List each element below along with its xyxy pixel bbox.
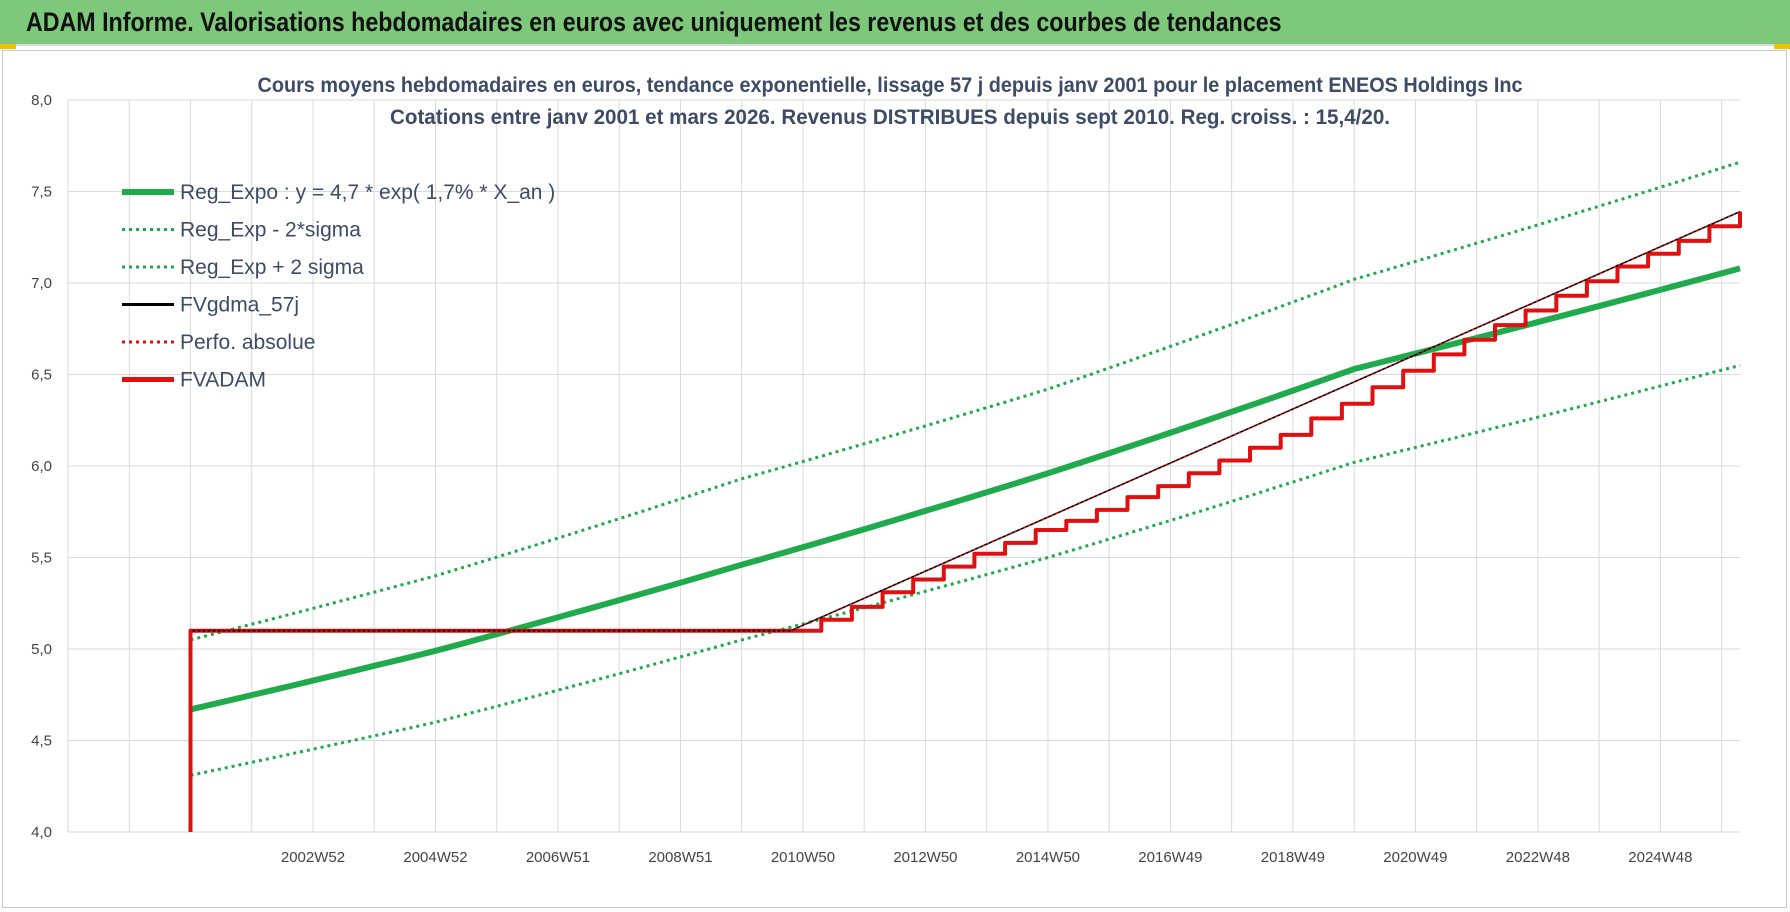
legend-label-reg-exp-2-sigma: Reg_Exp - 2*sigma bbox=[180, 219, 361, 242]
x-tick-label: 2022W48 bbox=[1506, 849, 1570, 866]
y-tick-label: 7,0 bbox=[31, 275, 52, 292]
x-tick-label: 2020W49 bbox=[1383, 849, 1447, 866]
x-tick-label: 2010W50 bbox=[771, 849, 835, 866]
series-line-reg-expo-y-4-7-exp-1-7-x-an bbox=[189, 265, 1741, 713]
series-line-fvadam bbox=[188, 211, 1742, 832]
axes: 4,0 4,5 5,0 5,5 6,0 6,5 7,0 7,5 8,0 2002W52 2004W5… bbox=[31, 92, 1692, 866]
legend: Reg_Expo : y = 4,7 * exp( 1,7% * X_an ) R… bbox=[122, 181, 555, 392]
legend-label-reg-expo-y-4-7-exp-1-7-x-an: Reg_Expo : y = 4,7 * exp( 1,7% * X_an ) bbox=[180, 181, 555, 204]
y-tick-label: 6,0 bbox=[31, 458, 52, 475]
legend-label-reg-exp-2-sigma: Reg_Exp + 2 sigma bbox=[180, 256, 364, 279]
x-tick-label: 2018W49 bbox=[1261, 849, 1325, 866]
y-tick-label: 4,5 bbox=[31, 733, 52, 750]
grid bbox=[67, 99, 1740, 833]
corner-mark-right bbox=[1774, 44, 1790, 49]
y-tick-label: 5,0 bbox=[31, 641, 52, 658]
corner-mark-left bbox=[0, 44, 16, 49]
legend-label-fvgdma-57j: FVgdma_57j bbox=[180, 294, 299, 317]
chart-subtitle: Cotations entre janv 2001 et mars 2026. … bbox=[390, 106, 1390, 129]
series-line-reg-exp-2-sigma bbox=[190, 160, 1741, 642]
y-tick-label: 8,0 bbox=[31, 92, 52, 109]
y-tick-label: 5,5 bbox=[31, 550, 52, 567]
chart-frame bbox=[2, 50, 1787, 908]
series-line-perfo-absolue bbox=[190, 210, 1741, 632]
y-tick-label: 4,0 bbox=[31, 824, 52, 841]
x-tick-label: 2002W52 bbox=[281, 849, 345, 866]
chart-title: Cours moyens hebdomadaires en euros, ten… bbox=[258, 74, 1523, 97]
x-tick-label: 2012W50 bbox=[893, 849, 957, 866]
x-tick-label: 2014W50 bbox=[1016, 849, 1080, 866]
x-tick-label: 2024W48 bbox=[1628, 849, 1692, 866]
x-tick-label: 2016W49 bbox=[1138, 849, 1202, 866]
x-tick-label: 2006W51 bbox=[526, 849, 590, 866]
x-tick-label: 2008W51 bbox=[648, 849, 712, 866]
y-tick-label: 7,5 bbox=[31, 184, 52, 201]
chart-titles: Cours moyens hebdomadaires en euros, ten… bbox=[258, 74, 1523, 129]
x-tick-label: 2004W52 bbox=[403, 849, 467, 866]
report-header: ADAM Informe. Valorisations hebdomadaire… bbox=[0, 0, 1790, 46]
report-title: ADAM Informe. Valorisations hebdomadaire… bbox=[26, 7, 1282, 37]
y-tick-label: 6,5 bbox=[31, 367, 52, 384]
legend-label-perfo-absolue: Perfo. absolue bbox=[180, 331, 315, 354]
series-layer bbox=[188, 160, 1742, 832]
legend-label-fvadam: FVADAM bbox=[180, 369, 266, 392]
series-line-reg-exp-2-sigma bbox=[190, 363, 1741, 777]
